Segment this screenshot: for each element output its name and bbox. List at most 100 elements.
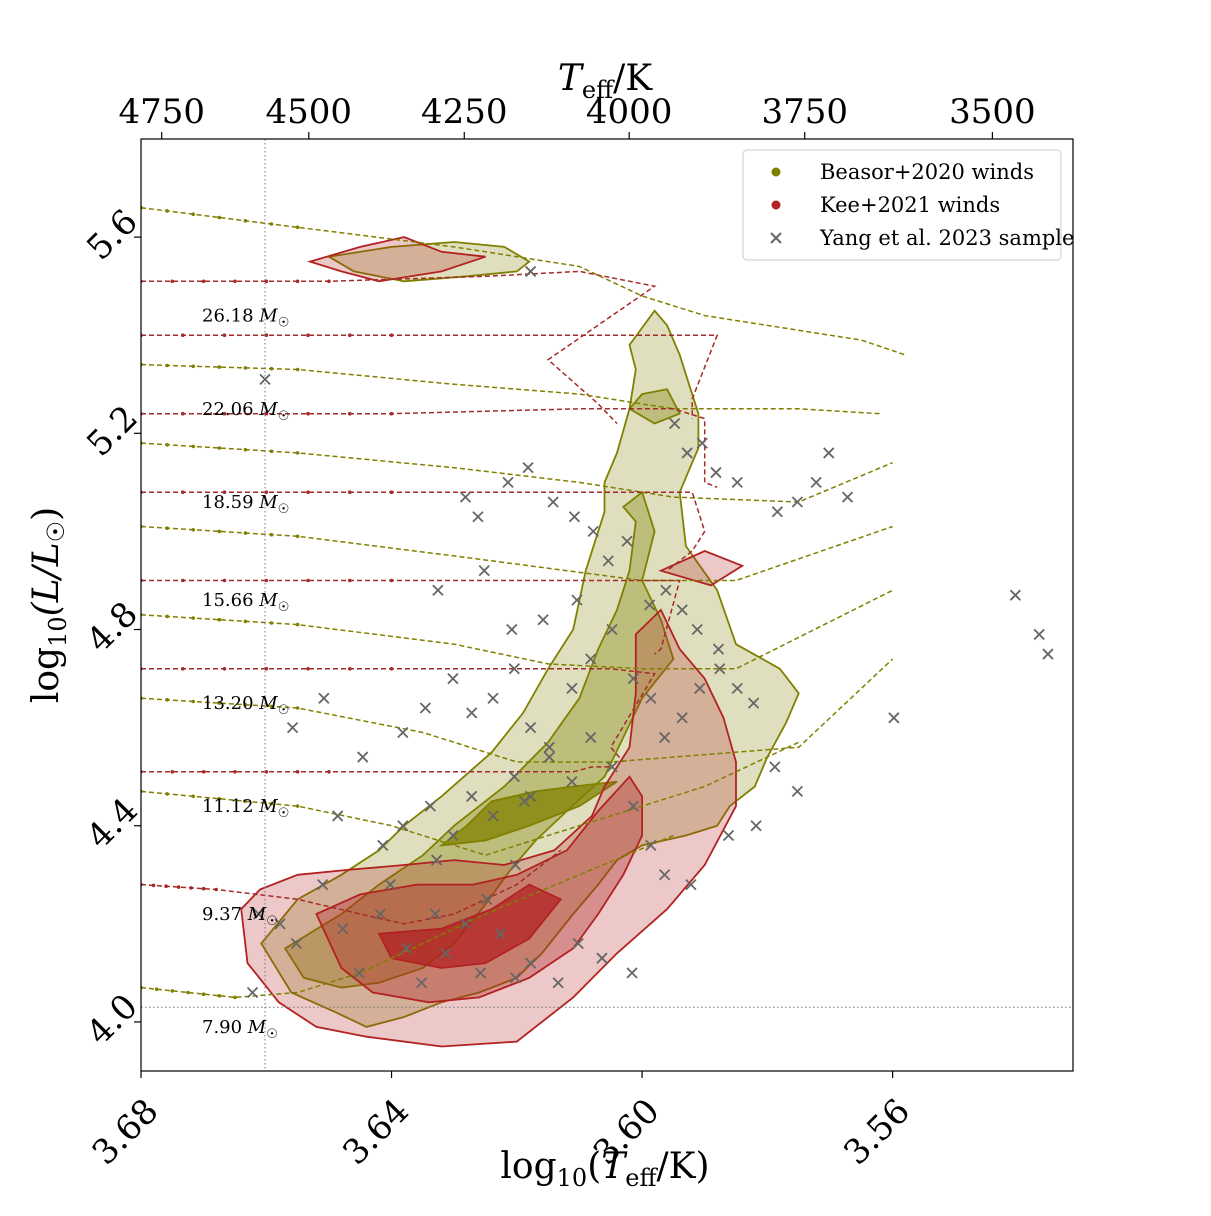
observation-marker	[627, 672, 639, 685]
observation-marker	[430, 854, 443, 866]
track-kee-26-18	[141, 270, 657, 425]
track-sample-dot	[243, 366, 248, 370]
mass-label: 13.20 M☉	[202, 693, 289, 718]
observation-marker	[318, 692, 330, 704]
y-axis-title: log10(L/L☉)	[26, 507, 72, 703]
observation-marker	[627, 800, 639, 812]
observation-marker	[602, 555, 614, 567]
top-tick-label: 4750	[118, 92, 205, 132]
track-sample-dot	[295, 279, 300, 284]
top-tick-label: 3500	[949, 92, 1036, 132]
observation-marker	[508, 663, 520, 675]
track-sample-dot	[243, 531, 248, 535]
observation-marker	[676, 604, 688, 616]
track-sample-dot	[214, 887, 218, 892]
track-sample-dot	[170, 770, 175, 774]
track-sample-dot	[269, 704, 274, 709]
legend-label-kee: Kee+2021 winds	[820, 193, 1000, 217]
observation-marker	[660, 584, 672, 596]
legend-label-yang: Yang et al. 2023 sample	[819, 226, 1074, 250]
observation-marker	[769, 761, 781, 773]
track-sample-dot	[243, 219, 248, 223]
observation-marker	[714, 663, 726, 675]
contour-kee-inner	[377, 883, 563, 969]
observation-marker	[669, 417, 681, 430]
observation-marker	[524, 790, 537, 802]
observation-marker	[524, 721, 537, 734]
observation-marker	[509, 859, 522, 871]
observation-marker	[397, 820, 409, 832]
observation-marker	[710, 466, 722, 479]
observation-marker	[685, 878, 697, 891]
track-sample-dot	[201, 992, 206, 996]
observation-marker	[522, 462, 534, 474]
mass-label: 11.12 M☉	[202, 796, 289, 821]
observation-marker	[377, 839, 389, 851]
observation-marker	[332, 810, 344, 822]
observation-marker	[606, 623, 618, 636]
track-sample-dot	[243, 702, 248, 707]
observation-marker	[459, 491, 472, 503]
track-sample-dot	[327, 279, 331, 284]
track-sample-dot	[191, 794, 195, 799]
track-sample-dot	[269, 366, 274, 371]
track-sample-dot	[222, 490, 227, 495]
track-sample-dot	[295, 534, 300, 539]
observation-marker	[722, 829, 735, 842]
mass-label: 18.59 M☉	[202, 492, 289, 517]
observation-marker	[472, 511, 484, 523]
track-sample-dot	[191, 212, 195, 216]
track-sample-dot	[217, 365, 222, 369]
observation-marker	[571, 594, 583, 606]
observation-marker	[596, 952, 608, 964]
observation-marker	[384, 878, 396, 891]
track-sample-dot	[295, 225, 300, 230]
track-sample-dot	[191, 699, 195, 704]
track-sample-dot	[222, 667, 227, 671]
plot-area	[141, 139, 1073, 1071]
contour-beasor-outer	[260, 309, 800, 1028]
track-sample-dot	[264, 411, 269, 416]
track-sample-dot	[181, 333, 185, 338]
track-sample-dot	[269, 449, 274, 454]
top-tick-label: 4500	[266, 92, 353, 132]
track-sample-dot	[217, 215, 222, 220]
track-sample-dot	[189, 886, 193, 890]
track-sample-dot	[306, 667, 310, 671]
track-sample-dot	[306, 333, 310, 338]
track-sample-dot	[243, 619, 248, 624]
observation-marker	[524, 957, 537, 969]
track-sample-dot	[389, 411, 394, 416]
observation-marker	[791, 785, 804, 798]
track-sample-dot	[201, 279, 206, 284]
observation-marker	[487, 692, 499, 704]
observation-marker	[459, 918, 472, 930]
track-sample-dot	[217, 446, 222, 450]
track-sample-dot	[306, 411, 310, 416]
observation-marker	[466, 790, 478, 802]
track-sample-dot	[181, 667, 185, 671]
track-sample-dot	[170, 989, 175, 993]
observation-marker	[1009, 589, 1022, 601]
track-sample-dot	[217, 994, 222, 998]
observation-marker	[274, 918, 286, 930]
track-sample-dot	[165, 614, 169, 619]
track-sample-dot	[165, 363, 169, 368]
track-beasor-26-18	[141, 206, 906, 356]
top-tick-label: 4250	[421, 92, 508, 132]
observation-marker	[587, 525, 599, 538]
observation-marker	[696, 437, 708, 449]
observation-marker	[1042, 648, 1054, 660]
observation-marker	[474, 967, 487, 979]
observation-marker	[606, 761, 618, 773]
observation-marker	[466, 707, 478, 719]
legend-marker-yang	[770, 232, 782, 244]
observation-marker	[566, 682, 578, 695]
legend-box	[742, 149, 1062, 261]
track-sample-dot	[295, 367, 300, 372]
observation-marker	[572, 937, 584, 950]
plot-frame	[140, 138, 1074, 1072]
observation-marker	[645, 839, 657, 851]
observation-marker	[253, 908, 265, 920]
